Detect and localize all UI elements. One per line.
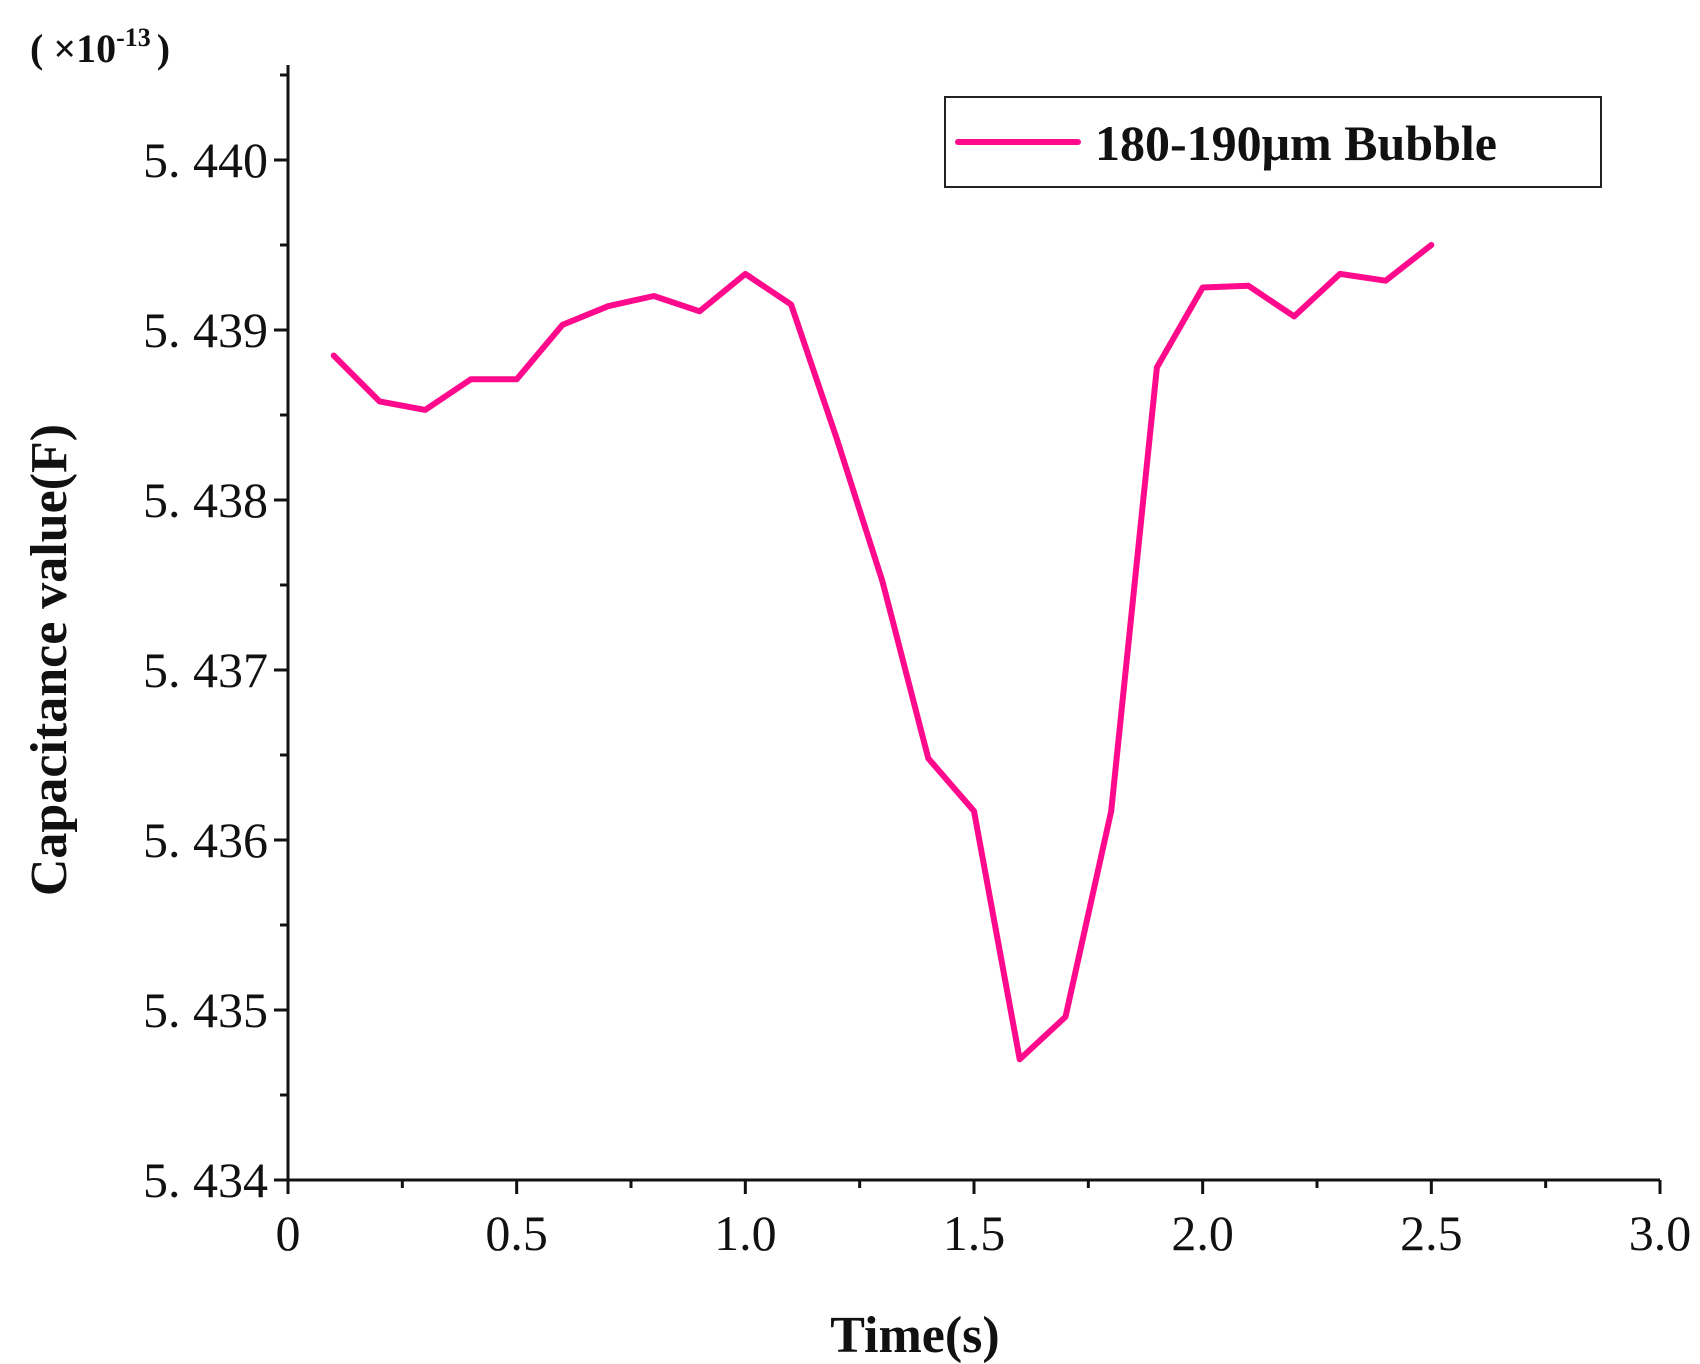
- y-tick-label: 5. 438: [143, 472, 268, 528]
- x-axis-title: Time(s): [830, 1307, 999, 1364]
- y-tick-label: 5. 435: [143, 982, 268, 1038]
- legend-label: 180-190μm Bubble: [1095, 115, 1497, 171]
- x-tick-label: 0.5: [485, 1205, 548, 1261]
- x-tick-label: 3.0: [1629, 1205, 1692, 1261]
- x-tick-label: 1.5: [943, 1205, 1006, 1261]
- y-axis-ticks: 5. 434 5. 435 5. 436 5. 437 5. 438 5. 439 5. 4…: [143, 73, 288, 1208]
- y-tick-label: 5. 439: [143, 302, 268, 358]
- series-layer: [330, 242, 1435, 1063]
- series-line: [330, 242, 1435, 1063]
- x-tick-label: 0: [276, 1205, 301, 1261]
- y-tick-label: 5. 436: [143, 812, 268, 868]
- x-axis-ticks: 0 0.5 1.0 1.5 2.0 2.5 3.0: [276, 1180, 1692, 1261]
- y-tick-label: 5. 434: [143, 1152, 268, 1208]
- x-tick-label: 1.0: [714, 1205, 777, 1261]
- axes: [286, 65, 1660, 1182]
- y-axis-multiplier: ( ×10-13): [30, 23, 170, 71]
- x-tick-label: 2.5: [1400, 1205, 1463, 1261]
- y-tick-label: 5. 440: [143, 132, 268, 188]
- y-axis-title: Capacitance value(F): [21, 424, 78, 896]
- x-tick-label: 2.0: [1171, 1205, 1234, 1261]
- legend: 180-190μm Bubble: [944, 96, 1602, 188]
- y-tick-label: 5. 437: [143, 642, 268, 698]
